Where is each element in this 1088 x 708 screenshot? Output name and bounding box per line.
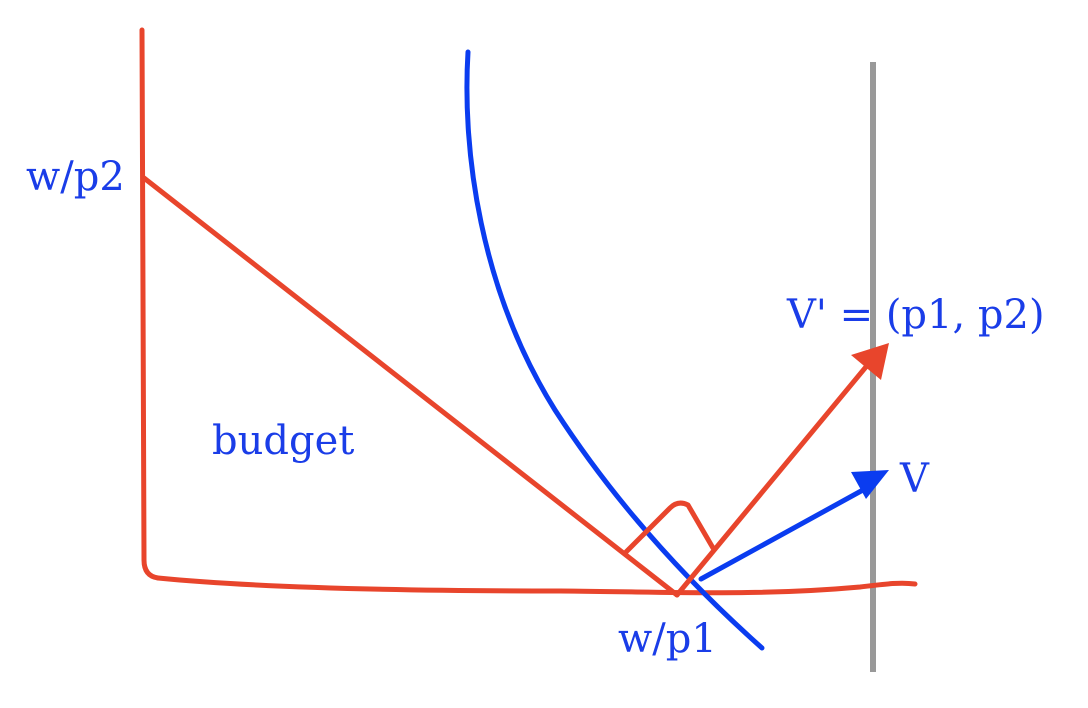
budget-region-label: budget [212, 418, 354, 464]
right-angle-marker [623, 500, 716, 555]
price-vector-label: V' = (p1, p2) [786, 292, 1045, 338]
gradient-vector-shaft [698, 482, 875, 582]
x-axis [155, 575, 918, 596]
price-vector-shaft [674, 359, 873, 598]
y-axis [139, 27, 161, 581]
y-intercept-label: w/p2 [26, 154, 125, 200]
x-intercept-label: w/p1 [618, 616, 717, 662]
indifference-curve [464, 49, 765, 651]
gradient-vector-label: V [899, 456, 930, 502]
gradient-vector-arrowhead [851, 470, 889, 499]
price-vector-arrowhead [851, 343, 889, 380]
budget-line [141, 175, 680, 598]
